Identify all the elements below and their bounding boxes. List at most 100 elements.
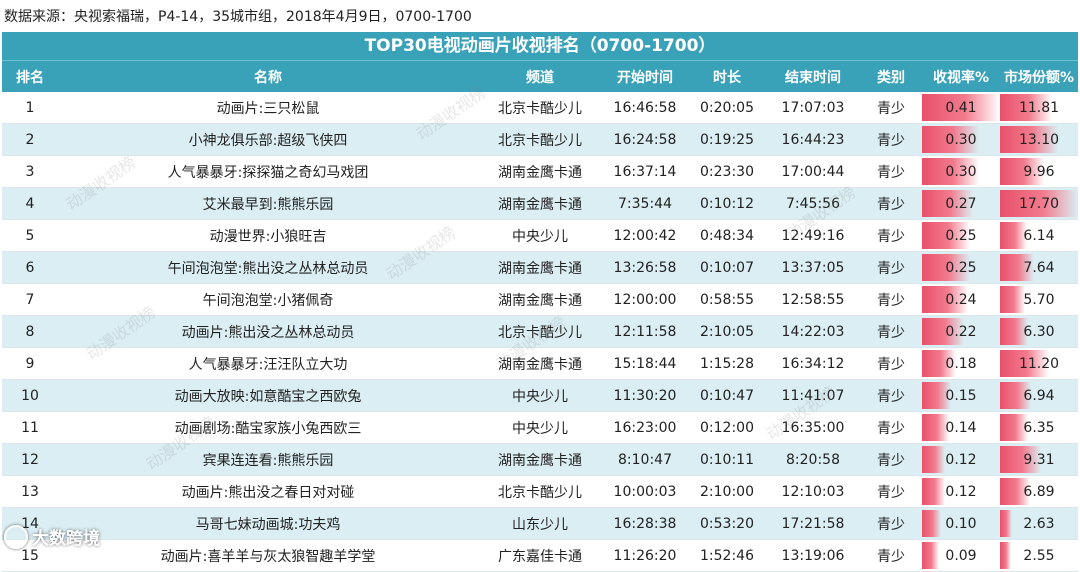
table-row: 2 小神龙俱乐部:超级飞侠四 北京卡酷少儿 16:24:58 0:19:25 16:44:… <box>2 124 1078 156</box>
table-row: 13 动画片:熊出没之春日对对碰 北京卡酷少儿 10:00:03 2:10:00 12:1… <box>2 476 1078 508</box>
name-cell: 动画剧场:酷宝家族小兔西欧三 <box>174 420 362 437</box>
duration-cell: 0:19:25 <box>700 131 754 148</box>
end-time-cell: 16:44:23 <box>781 131 845 148</box>
rank-cell: 7 <box>25 291 35 308</box>
share-cell: 2.63 <box>1000 508 1078 539</box>
end-time-cell: 16:34:12 <box>781 355 845 372</box>
header-duration: 时长 <box>713 69 741 86</box>
share-value: 11.20 <box>1018 355 1060 372</box>
duration-cell: 0:23:30 <box>700 163 754 180</box>
duration-cell: 1:15:28 <box>700 355 754 372</box>
channel-cell: 湖南金鹰卡通 <box>498 292 582 309</box>
rank-cell: 1 <box>25 99 35 116</box>
channel-cell: 湖南金鹰卡通 <box>498 164 582 181</box>
start-time-cell: 11:26:20 <box>613 547 677 564</box>
name-cell: 艾米最早到:熊熊乐园 <box>202 196 334 213</box>
share-bar <box>1000 94 1053 121</box>
rating-bar <box>922 222 970 249</box>
duration-cell: 0:10:12 <box>700 195 754 212</box>
rating-bar <box>922 286 968 313</box>
end-time-cell: 17:07:03 <box>781 99 845 116</box>
end-time-cell: 13:37:05 <box>781 259 845 276</box>
rank-cell: 11 <box>21 419 39 436</box>
table-row: 6 午间泡泡堂:熊出没之丛林总动员 湖南金鹰卡通 13:26:58 0:10:07 13:… <box>2 252 1078 284</box>
share-bar <box>1000 158 1044 185</box>
table-row: 14 马哥七妹动画城:功夫鸡 山东少儿 16:28:38 0:53:20 17:21:58… <box>2 508 1078 540</box>
type-cell: 青少 <box>877 292 905 309</box>
rating-value: 0.12 <box>945 451 977 468</box>
rating-cell: 0.41 <box>922 92 1000 123</box>
rank-cell: 5 <box>25 227 35 244</box>
table-row: 11 动画剧场:酷宝家族小兔西欧三 中央少儿 16:23:00 0:12:00 16:35… <box>2 412 1078 444</box>
rating-value: 0.09 <box>945 547 977 564</box>
rank-cell: 12 <box>21 451 39 468</box>
name-cell: 动画大放映:如意酷宝之西欧兔 <box>174 388 362 405</box>
channel-cell: 北京卡酷少儿 <box>498 484 582 501</box>
end-time-cell: 7:45:56 <box>786 195 840 212</box>
start-time-cell: 12:00:42 <box>613 227 677 244</box>
duration-cell: 0:58:55 <box>700 291 754 308</box>
duration-cell: 0:12:00 <box>700 419 754 436</box>
rank-cell: 4 <box>25 195 35 212</box>
share-value: 6.14 <box>1023 227 1055 244</box>
name-cell: 午间泡泡堂:小猪佩奇 <box>202 292 334 309</box>
name-cell: 人气暴暴牙:汪汪队立大功 <box>188 356 348 373</box>
rating-cell: 0.09 <box>922 540 1000 571</box>
rating-bar <box>922 318 964 345</box>
channel-cell: 北京卡酷少儿 <box>498 100 582 117</box>
channel-cell: 广东嘉佳卡通 <box>498 548 582 565</box>
ranking-table: TOP30电视动画片收视排名（0700-1700） 排名 名称 频道 开始时间 … <box>2 32 1078 572</box>
name-cell: 动画片:三只松鼠 <box>216 100 320 117</box>
share-value: 6.30 <box>1023 323 1055 340</box>
share-bar <box>1000 318 1028 345</box>
share-bar <box>1000 254 1034 281</box>
end-time-cell: 12:58:55 <box>781 291 845 308</box>
share-cell: 5.70 <box>1000 284 1078 315</box>
type-cell: 青少 <box>877 164 905 181</box>
data-source-note: 数据来源：央视索福瑞，P4-14，35城市组，2018年4月9日，0700-17… <box>4 9 472 25</box>
name-cell: 小神龙俱乐部:超级飞侠四 <box>188 132 348 149</box>
share-bar <box>1000 190 1078 217</box>
rating-cell: 0.12 <box>922 444 1000 475</box>
logo-icon <box>4 524 28 549</box>
share-value: 6.35 <box>1023 419 1055 436</box>
duration-cell: 0:53:20 <box>700 515 754 532</box>
end-time-cell: 8:20:58 <box>786 451 840 468</box>
table-row: 12 宾果连连看:熊熊乐园 湖南金鹰卡通 8:10:47 0:10:11 8:20:58 青… <box>2 444 1078 476</box>
channel-cell: 北京卡酷少儿 <box>498 324 582 341</box>
start-time-cell: 15:18:44 <box>613 355 677 372</box>
table-row: 5 动漫世界:小狼旺吉 中央少儿 12:00:42 0:48:34 12:49:16 青少 0… <box>2 220 1078 252</box>
rating-value: 0.25 <box>945 227 977 244</box>
table-row: 3 人气暴暴牙:探探猫之奇幻马戏团 湖南金鹰卡通 16:37:14 0:23:30 17:… <box>2 156 1078 188</box>
rank-cell: 2 <box>25 131 35 148</box>
duration-cell: 0:20:05 <box>700 99 754 116</box>
rating-bar <box>922 446 945 473</box>
type-cell: 青少 <box>877 260 905 277</box>
name-cell: 动漫世界:小狼旺吉 <box>209 228 327 245</box>
type-cell: 青少 <box>877 388 905 405</box>
share-bar <box>1000 286 1026 313</box>
type-cell: 青少 <box>877 484 905 501</box>
start-time-cell: 11:30:20 <box>613 387 677 404</box>
rank-cell: 14 <box>21 515 39 532</box>
name-cell: 动画片:熊出没之春日对对碰 <box>181 484 355 501</box>
share-bar <box>1000 446 1042 473</box>
end-time-cell: 12:49:16 <box>781 227 845 244</box>
rating-cell: 0.30 <box>922 156 1000 187</box>
channel-cell: 中央少儿 <box>512 388 568 405</box>
share-value: 13.10 <box>1018 131 1060 148</box>
type-cell: 青少 <box>877 420 905 437</box>
name-cell: 动画片:喜羊羊与灰太狼智趣羊学堂 <box>160 548 376 565</box>
rank-cell: 6 <box>25 259 35 276</box>
share-bar <box>1000 222 1028 249</box>
share-bar <box>1000 478 1031 505</box>
start-time-cell: 13:26:58 <box>613 259 677 276</box>
share-bar <box>1000 350 1050 377</box>
start-time-cell: 8:10:47 <box>618 451 672 468</box>
share-cell: 2.55 <box>1000 540 1078 571</box>
rating-bar <box>922 158 980 185</box>
header-type: 类别 <box>877 69 905 86</box>
type-cell: 青少 <box>877 324 905 341</box>
header-share: 市场份额% <box>1003 69 1075 86</box>
share-value: 2.55 <box>1023 547 1055 564</box>
